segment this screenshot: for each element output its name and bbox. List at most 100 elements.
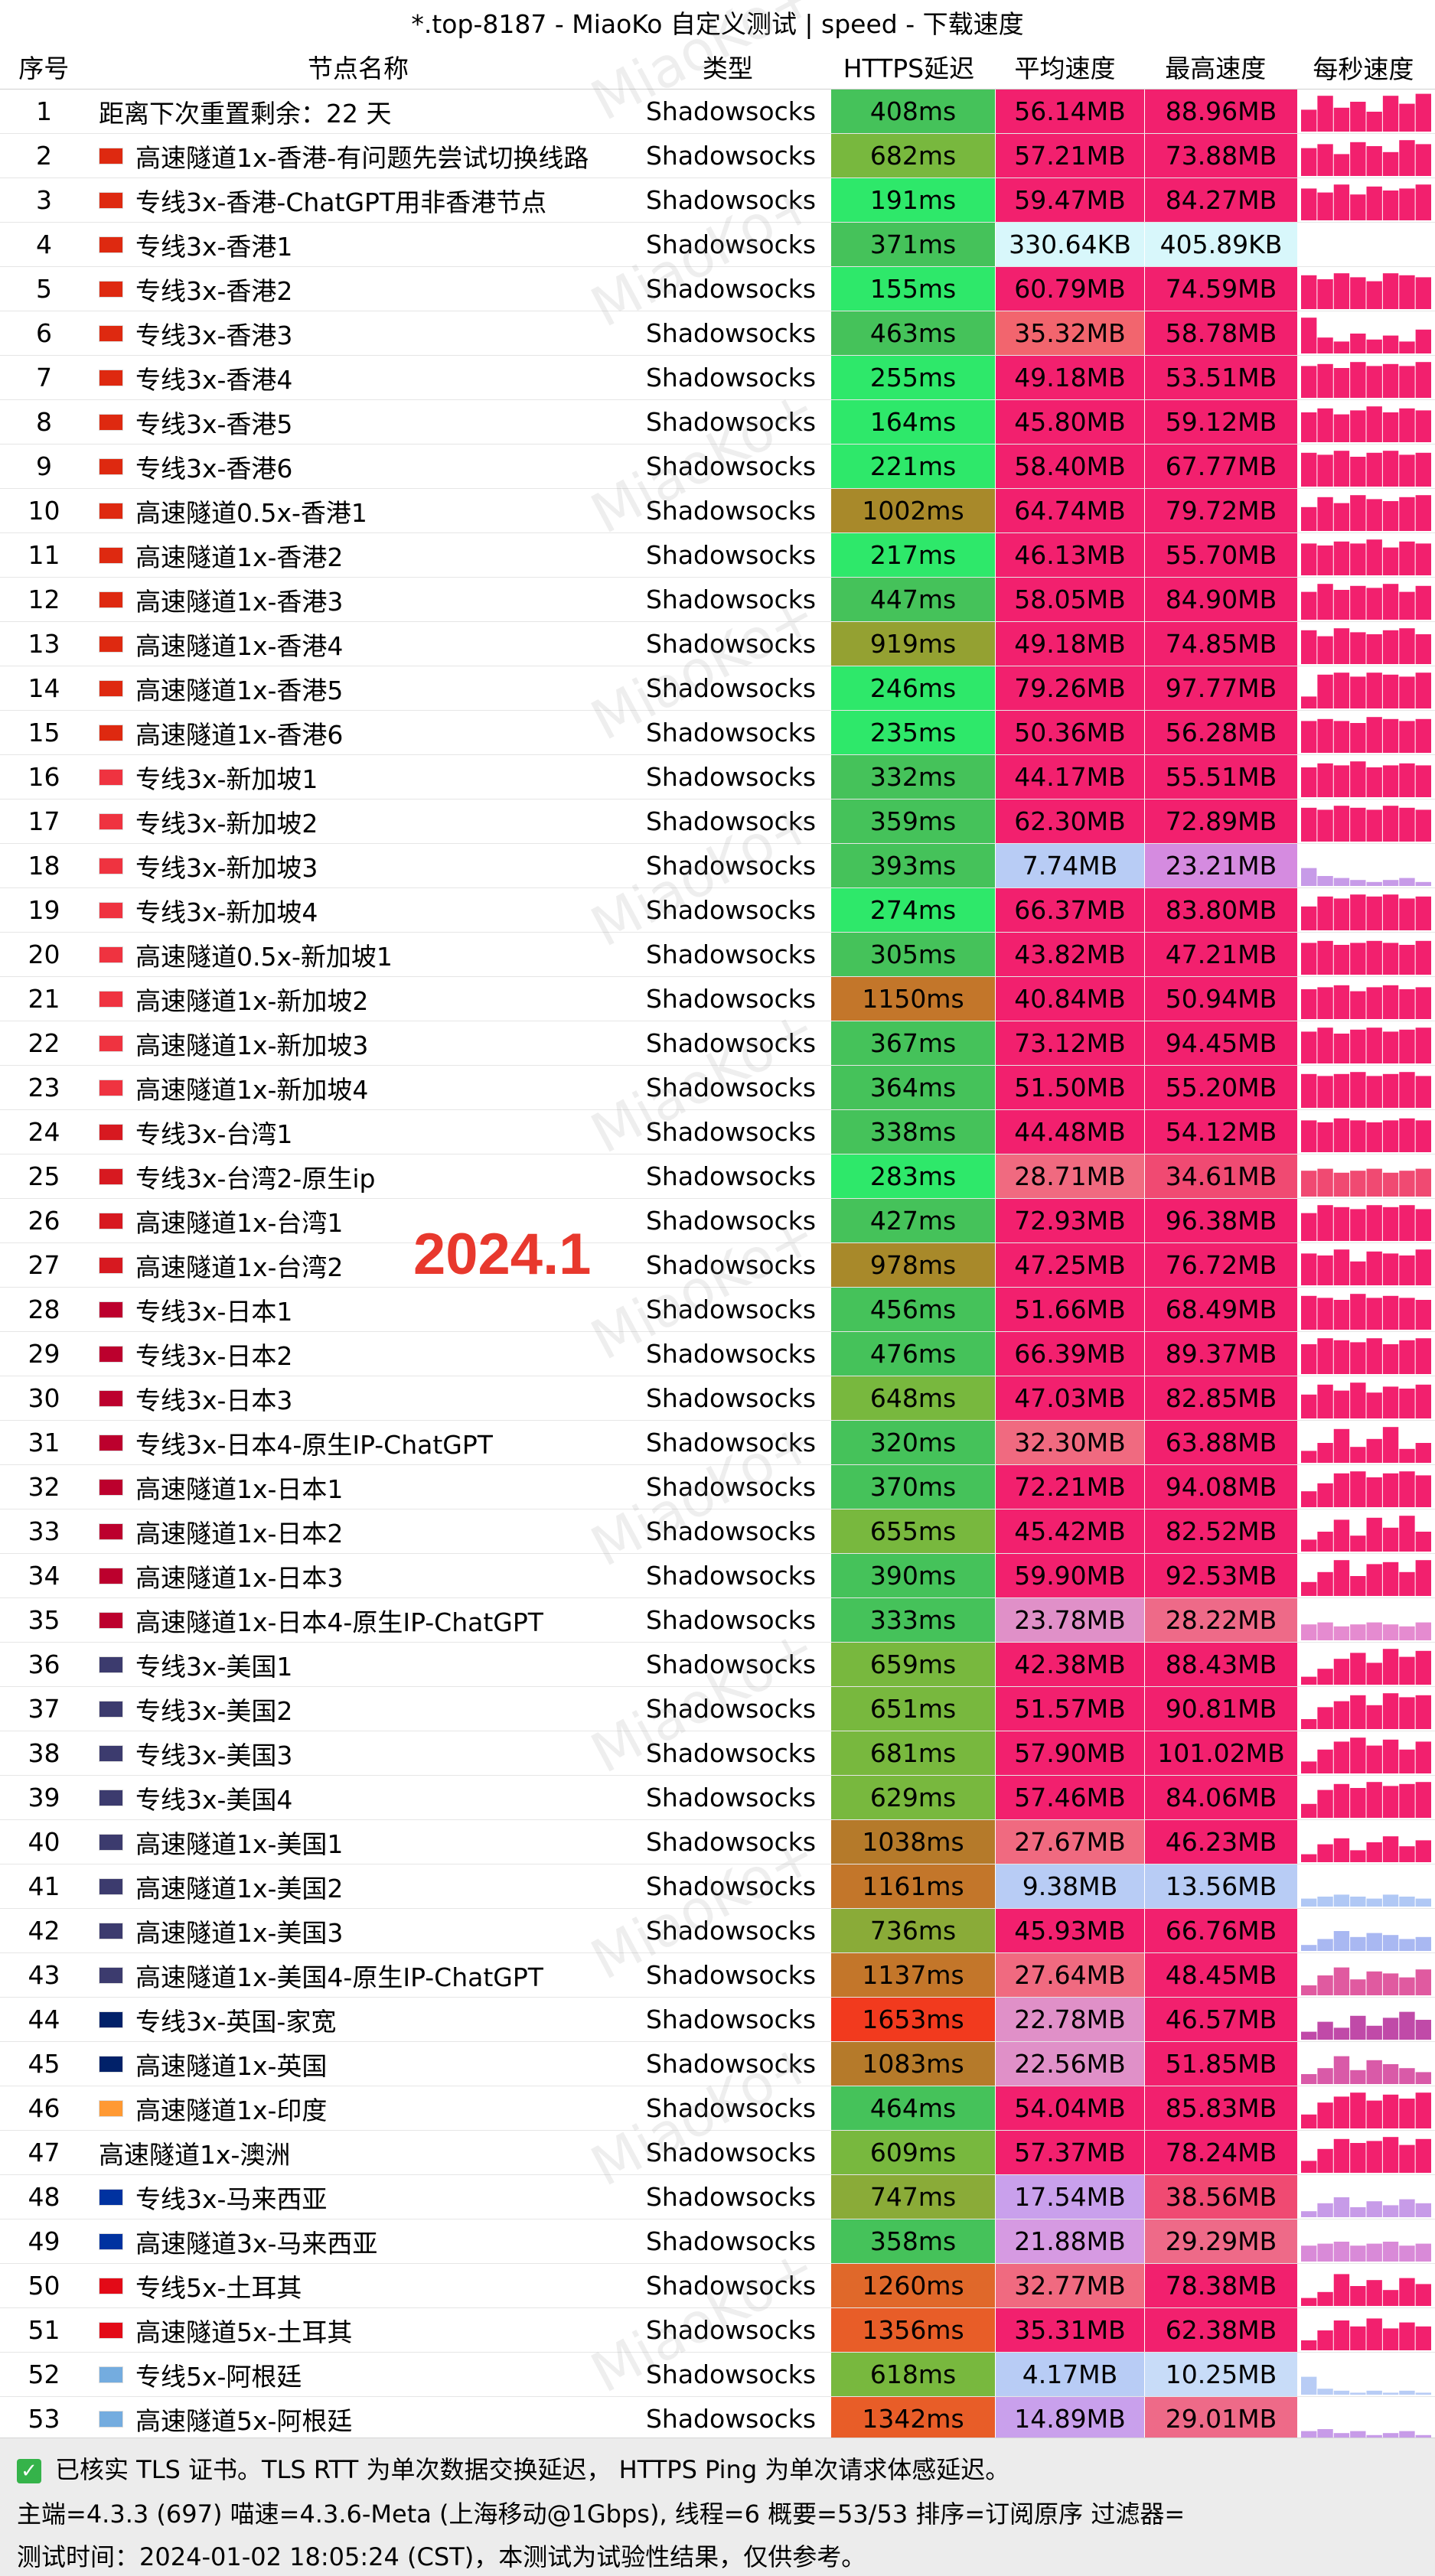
col-header-max-speed[interactable]: 最高速度 bbox=[1165, 54, 1267, 83]
speed-bar bbox=[1350, 1536, 1366, 1552]
table-row[interactable]: 12 高速隧道1x-香港3 Shadowsocks 447ms 58.05MB 84.90… bbox=[0, 578, 1435, 622]
speed-bar bbox=[1317, 1255, 1333, 1285]
row-index: 41 bbox=[28, 1871, 60, 1901]
speed-bar bbox=[1317, 809, 1333, 842]
table-row[interactable]: 47 高速隧道1x-澳洲 Shadowsocks 609ms 57.37MB 78.24M… bbox=[0, 2131, 1435, 2175]
node-type: Shadowsocks bbox=[645, 230, 817, 259]
table-row[interactable]: 25 专线3x-台湾2-原生ip Shadowsocks 283ms 28.71MB 34… bbox=[0, 1154, 1435, 1199]
speed-bar bbox=[1350, 761, 1366, 797]
node-name-cell: 高速隧道1x-日本4-原生IP-ChatGPT bbox=[88, 1598, 631, 1642]
table-row[interactable]: 48 专线3x-马来西亚 Shadowsocks 747ms 17.54MB 38.56M… bbox=[0, 2175, 1435, 2219]
table-row[interactable]: 7 专线3x-香港4 Shadowsocks 255ms 49.18MB 53.51MB bbox=[0, 356, 1435, 400]
table-row[interactable]: 50 专线5x-土耳其 Shadowsocks 1260ms 32.77MB 78.38M… bbox=[0, 2264, 1435, 2308]
node-type: Shadowsocks bbox=[645, 851, 817, 881]
node-type: Shadowsocks bbox=[645, 496, 817, 526]
speed-bar bbox=[1366, 881, 1382, 886]
table-row[interactable]: 45 高速隧道1x-英国 Shadowsocks 1083ms 22.56MB 51.85… bbox=[0, 2042, 1435, 2086]
speed-bar bbox=[1382, 1386, 1399, 1418]
speed-bar bbox=[1333, 1701, 1350, 1729]
speed-bar bbox=[1333, 1931, 1350, 1951]
table-row[interactable]: 46 高速隧道1x-印度 Shadowsocks 464ms 54.04MB 85.83M… bbox=[0, 2086, 1435, 2131]
avg-speed: 51.57MB bbox=[995, 1687, 1144, 1731]
max-speed: 34.61MB bbox=[1144, 1154, 1297, 1198]
speed-bar bbox=[1399, 541, 1415, 575]
table-row[interactable]: 14 高速隧道1x-香港5 Shadowsocks 246ms 79.26MB 97.77… bbox=[0, 666, 1435, 711]
table-row[interactable]: 24 专线3x-台湾1 Shadowsocks 338ms 44.48MB 54.12MB bbox=[0, 1110, 1435, 1154]
speed-bar bbox=[1301, 1539, 1317, 1552]
table-row[interactable]: 31 专线3x-日本4-原生IP-ChatGPT Shadowsocks 320ms 3… bbox=[0, 1421, 1435, 1465]
table-row[interactable]: 52 专线5x-阿根廷 Shadowsocks 618ms 4.17MB 10.25MB bbox=[0, 2353, 1435, 2397]
table-row[interactable]: 3 专线3x-香港-ChatGPT用非香港节点 Shadowsocks 191ms 59… bbox=[0, 178, 1435, 223]
speed-bar bbox=[1333, 1300, 1350, 1330]
table-row[interactable]: 29 专线3x-日本2 Shadowsocks 476ms 66.39MB 89.37MB bbox=[0, 1332, 1435, 1376]
node-name-cell: 高速隧道1x-香港3 bbox=[88, 578, 631, 621]
table-row[interactable]: 20 高速隧道0.5x-新加坡1 Shadowsocks 305ms 43.82MB 47… bbox=[0, 933, 1435, 977]
node-name-cell: 专线3x-美国3 bbox=[88, 1731, 631, 1775]
table-row[interactable]: 38 专线3x-美国3 Shadowsocks 681ms 57.90MB 101.02M… bbox=[0, 1731, 1435, 1776]
speed-bar bbox=[1382, 584, 1399, 620]
table-row[interactable]: 1 距离下次重置剩余：22 天 Shadowsocks 408ms 56.14MB 88.… bbox=[0, 90, 1435, 134]
row-index: 37 bbox=[28, 1694, 60, 1724]
table-row[interactable]: 37 专线3x-美国2 Shadowsocks 651ms 51.57MB 90.81MB bbox=[0, 1687, 1435, 1731]
table-row[interactable]: 15 高速隧道1x-香港6 Shadowsocks 235ms 50.36MB 56.28… bbox=[0, 711, 1435, 755]
table-row[interactable]: 33 高速隧道1x-日本2 Shadowsocks 655ms 45.42MB 82.52… bbox=[0, 1509, 1435, 1554]
table-row[interactable]: 9 专线3x-香港6 Shadowsocks 221ms 58.40MB 67.77MB bbox=[0, 445, 1435, 489]
speed-bar bbox=[1333, 541, 1350, 575]
table-row[interactable]: 41 高速隧道1x-美国2 Shadowsocks 1161ms 9.38MB 13.56… bbox=[0, 1864, 1435, 1909]
table-row[interactable]: 18 专线3x-新加坡3 Shadowsocks 393ms 7.74MB 23.21MB bbox=[0, 844, 1435, 888]
table-row[interactable]: 30 专线3x-日本3 Shadowsocks 648ms 47.03MB 82.85MB bbox=[0, 1376, 1435, 1421]
table-row[interactable]: 49 高速隧道3x-马来西亚 Shadowsocks 358ms 21.88MB 29.2… bbox=[0, 2219, 1435, 2264]
avg-speed: 66.37MB bbox=[995, 888, 1144, 932]
speed-bar bbox=[1317, 2243, 1333, 2262]
table-row[interactable]: 32 高速隧道1x-日本1 Shadowsocks 370ms 72.21MB 94.08… bbox=[0, 1465, 1435, 1509]
table-row[interactable]: 36 专线3x-美国1 Shadowsocks 659ms 42.38MB 88.43MB bbox=[0, 1643, 1435, 1687]
table-row[interactable]: 19 专线3x-新加坡4 Shadowsocks 274ms 66.37MB 83.80M… bbox=[0, 888, 1435, 933]
table-row[interactable]: 2 高速隧道1x-香港-有问题先尝试切换线路 Shadowsocks 682ms 57.… bbox=[0, 134, 1435, 178]
table-row[interactable]: 51 高速隧道5x-土耳其 Shadowsocks 1356ms 35.31MB 62.3… bbox=[0, 2308, 1435, 2353]
table-row[interactable]: 11 高速隧道1x-香港2 Shadowsocks 217ms 46.13MB 55.70… bbox=[0, 533, 1435, 578]
table-row[interactable]: 40 高速隧道1x-美国1 Shadowsocks 1038ms 27.67MB 46.2… bbox=[0, 1820, 1435, 1864]
table-row[interactable]: 28 专线3x-日本1 Shadowsocks 456ms 51.66MB 68.49MB bbox=[0, 1288, 1435, 1332]
table-row[interactable]: 13 高速隧道1x-香港4 Shadowsocks 919ms 49.18MB 74.85… bbox=[0, 622, 1435, 666]
table-row[interactable]: 16 专线3x-新加坡1 Shadowsocks 332ms 44.17MB 55.51M… bbox=[0, 755, 1435, 800]
speed-bar bbox=[1317, 2021, 1333, 2040]
table-row[interactable]: 22 高速隧道1x-新加坡3 Shadowsocks 367ms 73.12MB 94.4… bbox=[0, 1021, 1435, 1066]
col-header-avg-speed[interactable]: 平均速度 bbox=[1014, 54, 1116, 83]
table-row[interactable]: 35 高速隧道1x-日本4-原生IP-ChatGPT Shadowsocks 333m… bbox=[0, 1598, 1435, 1643]
col-header-type[interactable]: 类型 bbox=[702, 54, 753, 83]
table-row[interactable]: 8 专线3x-香港5 Shadowsocks 164ms 45.80MB 59.12MB bbox=[0, 400, 1435, 445]
table-row[interactable]: 27 高速隧道1x-台湾2 Shadowsocks 978ms 47.25MB 76.72… bbox=[0, 1243, 1435, 1288]
col-header-node-name[interactable]: 节点名称 bbox=[308, 54, 409, 83]
table-row[interactable]: 44 专线3x-英国-家宽 Shadowsocks 1653ms 22.78MB 46.5… bbox=[0, 1998, 1435, 2042]
ar-flag-icon bbox=[99, 2410, 123, 2428]
table-row[interactable]: 21 高速隧道1x-新加坡2 Shadowsocks 1150ms 40.84MB 50.… bbox=[0, 977, 1435, 1021]
node-name-cell: 专线3x-美国4 bbox=[88, 1776, 631, 1819]
table-row[interactable]: 5 专线3x-香港2 Shadowsocks 155ms 60.79MB 74.59MB bbox=[0, 267, 1435, 311]
table-row[interactable]: 10 高速隧道0.5x-香港1 Shadowsocks 1002ms 64.74MB 79… bbox=[0, 489, 1435, 533]
table-row[interactable]: 17 专线3x-新加坡2 Shadowsocks 359ms 62.30MB 72.89M… bbox=[0, 800, 1435, 844]
https-latency: 978ms bbox=[830, 1243, 995, 1287]
col-header-per-second-speed[interactable]: 每秒速度 bbox=[1313, 54, 1414, 84]
node-name: 高速隧道1x-日本2 bbox=[135, 1518, 344, 1549]
row-index: 52 bbox=[28, 2359, 60, 2389]
table-row[interactable]: 6 专线3x-香港3 Shadowsocks 463ms 35.32MB 58.78MB bbox=[0, 311, 1435, 356]
table-row[interactable]: 23 高速隧道1x-新加坡4 Shadowsocks 364ms 51.50MB 55.2… bbox=[0, 1066, 1435, 1110]
table-row[interactable]: 39 专线3x-美国4 Shadowsocks 629ms 57.46MB 84.06MB bbox=[0, 1776, 1435, 1820]
speed-bar bbox=[1301, 1945, 1317, 1951]
table-row[interactable]: 34 高速隧道1x-日本3 Shadowsocks 390ms 59.90MB 92.53… bbox=[0, 1554, 1435, 1598]
table-row[interactable]: 26 高速隧道1x-台湾1 Shadowsocks 427ms 72.93MB 96.38… bbox=[0, 1199, 1435, 1243]
table-row[interactable]: 43 高速隧道1x-美国4-原生IP-ChatGPT Shadowsocks 1137… bbox=[0, 1953, 1435, 1998]
speed-bar bbox=[1399, 1977, 1415, 1995]
jp-flag-icon bbox=[99, 1478, 123, 1496]
per-second-sparkline bbox=[1301, 2011, 1432, 2040]
table-row[interactable]: 4 专线3x-香港1 Shadowsocks 371ms 330.64KB 405.89K… bbox=[0, 223, 1435, 267]
col-header-https-latency[interactable]: HTTPS延迟 bbox=[843, 54, 975, 83]
speed-bar bbox=[1317, 940, 1333, 975]
table-row[interactable]: 53 高速隧道5x-阿根廷 Shadowsocks 1342ms 14.89MB 29.0… bbox=[0, 2397, 1435, 2441]
per-second-speed-chart bbox=[1297, 311, 1435, 355]
speed-bar bbox=[1382, 894, 1399, 930]
col-header-index[interactable]: 序号 bbox=[18, 54, 70, 83]
table-row[interactable]: 42 高速隧道1x-美国3 Shadowsocks 736ms 45.93MB 66.76… bbox=[0, 1909, 1435, 1953]
speed-bar bbox=[1350, 1624, 1366, 1640]
speed-bar bbox=[1317, 2429, 1333, 2439]
